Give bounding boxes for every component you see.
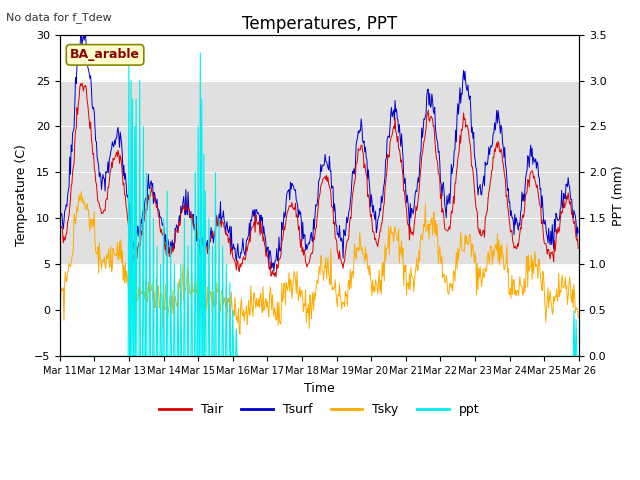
Text: BA_arable: BA_arable [70,48,140,61]
Bar [60,81,579,264]
X-axis label: Time: Time [304,382,335,395]
Text: No data for f_Tdew: No data for f_Tdew [6,12,112,23]
Y-axis label: PPT (mm): PPT (mm) [612,165,625,226]
Legend: Tair, Tsurf, Tsky, ppt: Tair, Tsurf, Tsky, ppt [154,398,484,421]
Title: Temperatures, PPT: Temperatures, PPT [242,15,397,33]
Y-axis label: Temperature (C): Temperature (C) [15,144,28,246]
